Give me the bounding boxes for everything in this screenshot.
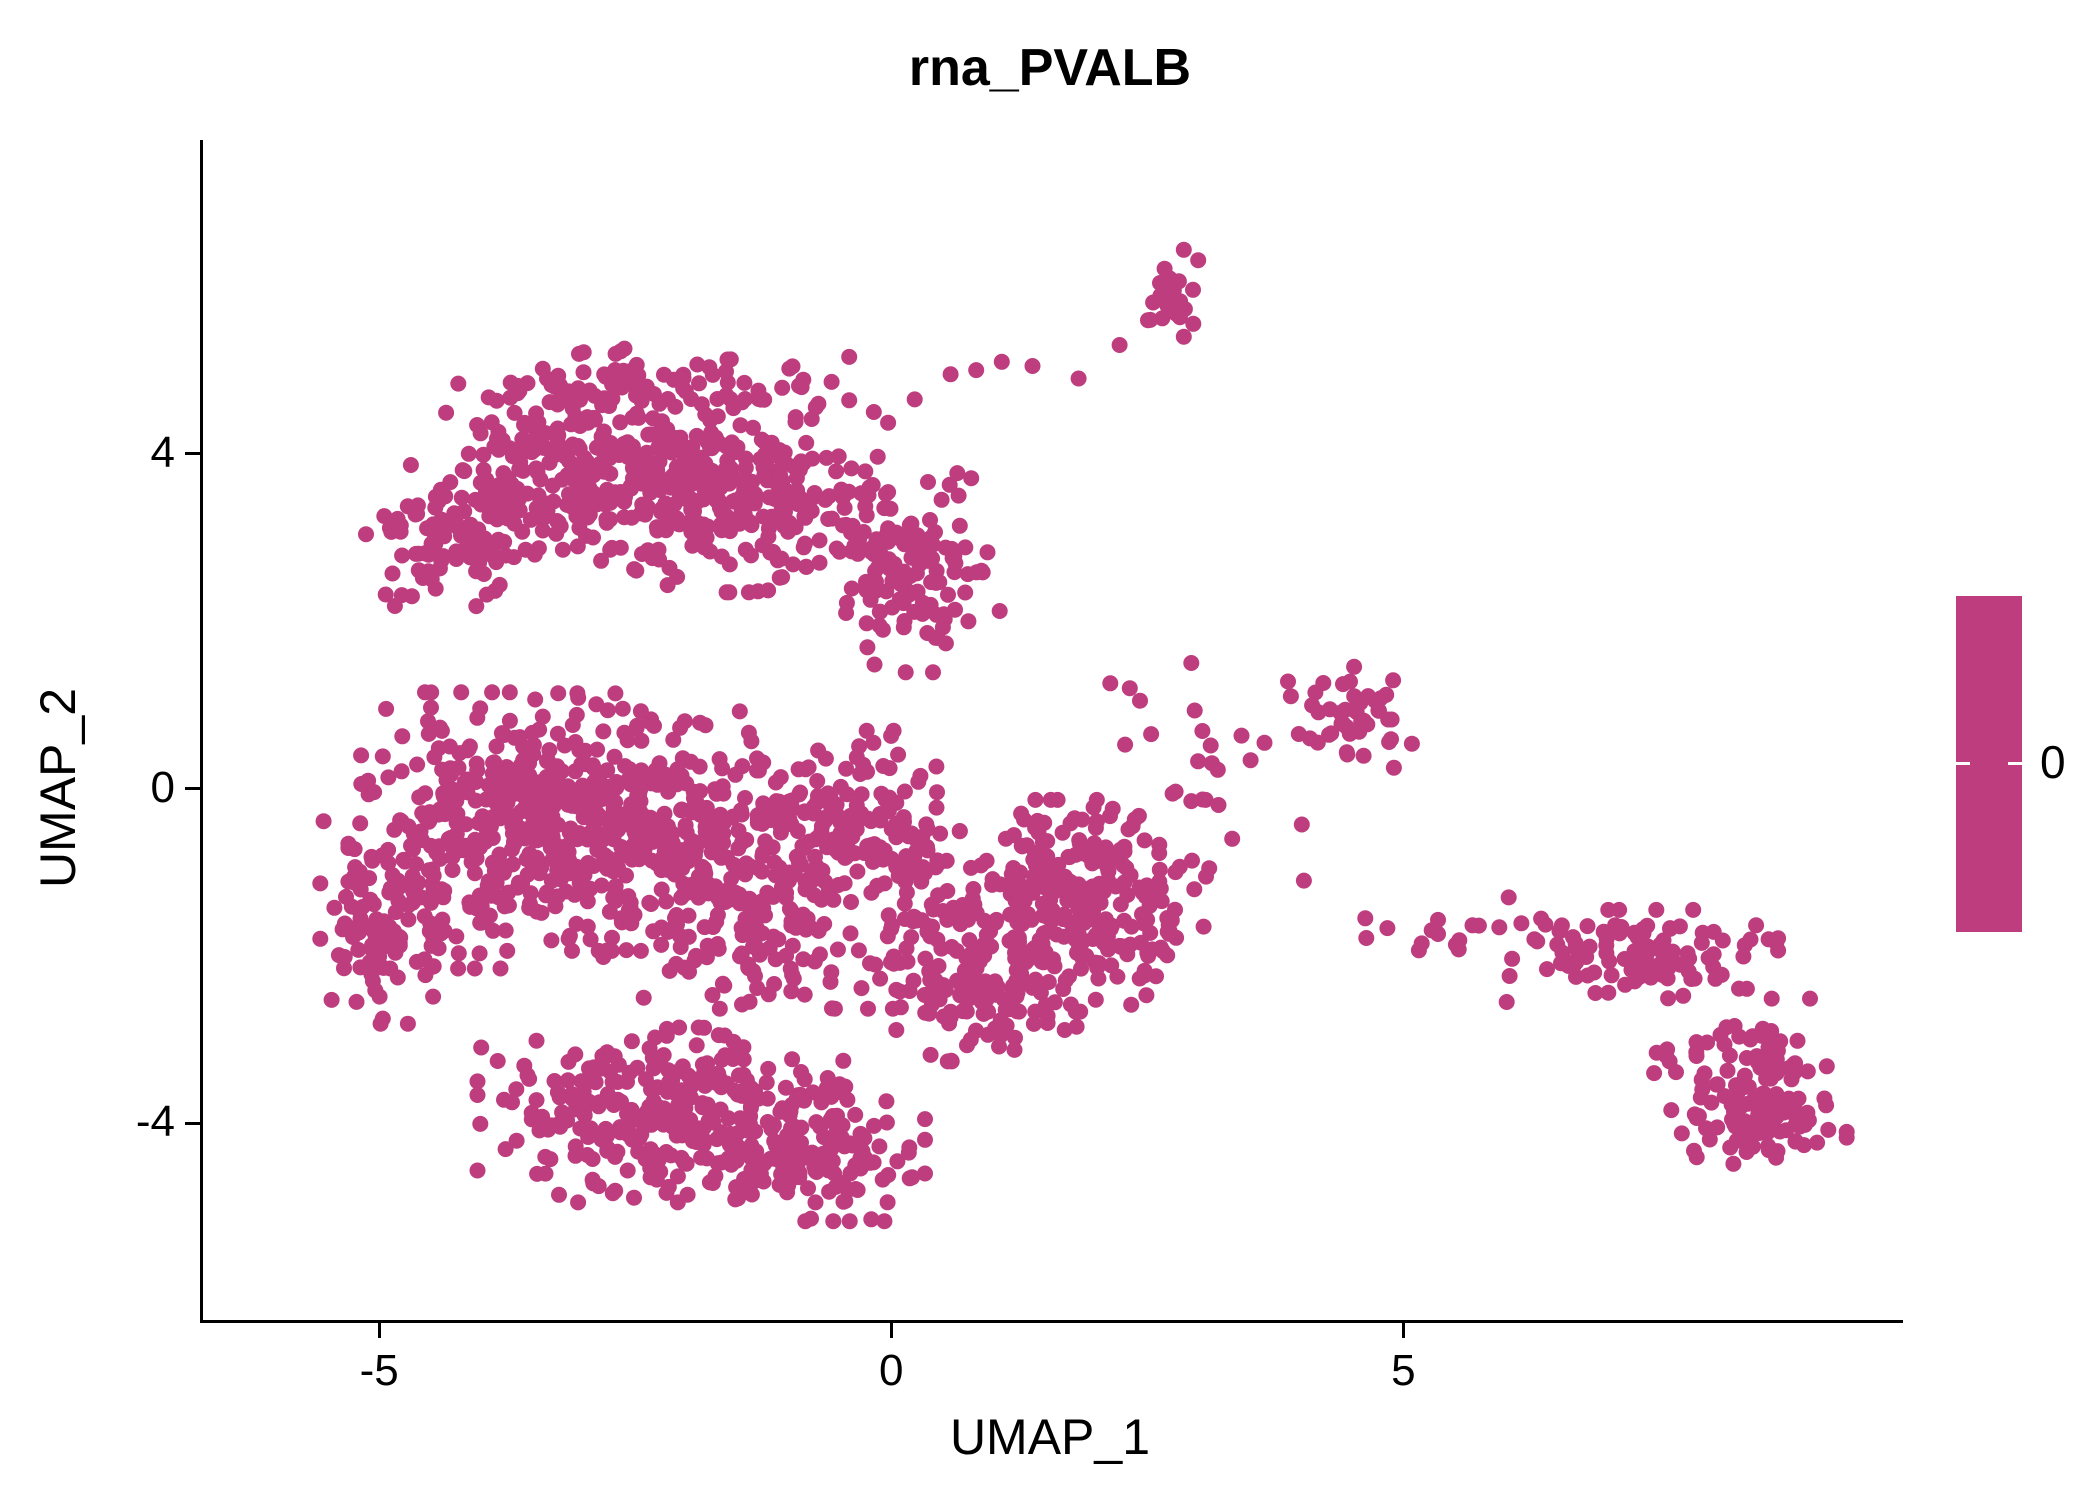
- y-tick-label: 0: [150, 762, 175, 812]
- y-tick-label: 4: [150, 427, 175, 477]
- legend-zero-tick-left: [1956, 762, 1970, 765]
- x-tick-label: 0: [879, 1346, 904, 1395]
- y-tick-mark: [185, 1121, 200, 1125]
- x-tick-mark: [889, 1323, 893, 1338]
- scatter-points-svg: [312, 241, 1855, 1230]
- plot-panel: [200, 140, 1903, 1323]
- x-tick-mark: [377, 1323, 381, 1338]
- x-tick-label: 5: [1391, 1346, 1416, 1395]
- x-tick-mark: [1401, 1323, 1405, 1338]
- y-tick-mark: [185, 787, 200, 791]
- legend-zero-tick-right: [2008, 762, 2022, 765]
- y-tick-label: -4: [135, 1097, 175, 1147]
- x-tick-label: -5: [359, 1346, 399, 1395]
- legend-zero-label: 0: [2040, 736, 2066, 788]
- y-tick-mark: [185, 452, 200, 456]
- chart-title: rna_PVALB: [908, 39, 1192, 97]
- legend-color-bar: [1956, 596, 2022, 932]
- x-axis-label: UMAP_1: [949, 1409, 1151, 1465]
